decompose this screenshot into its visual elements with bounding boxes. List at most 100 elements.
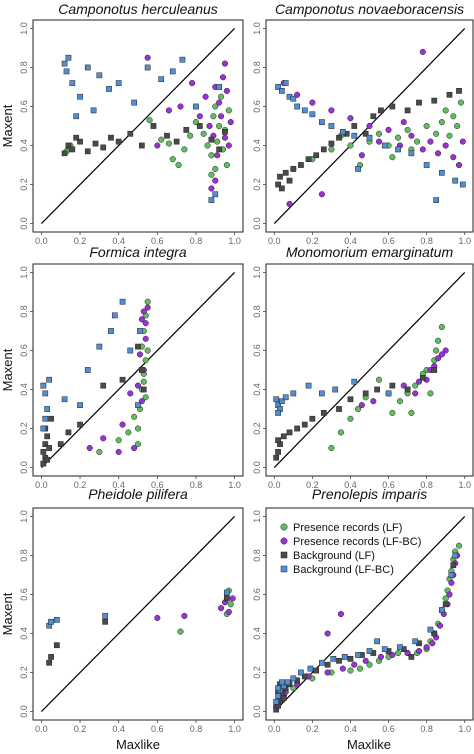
panel-title: Pheidole pilifera [88, 486, 188, 502]
data-point [366, 134, 373, 141]
data-point [202, 93, 209, 100]
data-point [319, 390, 325, 397]
data-point [455, 542, 463, 549]
data-point [385, 390, 392, 397]
data-point [275, 410, 281, 416]
data-point [290, 95, 297, 102]
data-point [61, 396, 68, 403]
data-point [224, 589, 230, 596]
data-point [389, 103, 396, 110]
data-point [135, 402, 141, 408]
y-tick-label: 0.4 [252, 627, 262, 640]
y-tick-label: 0.4 [252, 383, 262, 396]
data-point [362, 390, 369, 397]
panel-2: Camponotus novaeboracensis 0.0 0.0 0.2 0.2 0.… [252, 1, 474, 246]
data-point [442, 601, 449, 608]
data-point [280, 695, 287, 701]
data-point [139, 142, 145, 149]
data-point [111, 312, 118, 319]
data-point [275, 181, 281, 188]
data-point [90, 107, 97, 114]
data-point [307, 665, 314, 672]
data-point [208, 136, 215, 143]
data-point [301, 107, 308, 114]
x-tick-label: 0.0 [35, 480, 48, 490]
data-point [319, 659, 325, 666]
data-point [214, 152, 221, 159]
panel-4: Monomorium emarginatum 0.0 0.0 0.2 0.2 0.4 0.4… [252, 244, 474, 490]
data-point [442, 142, 449, 149]
data-point [134, 441, 142, 448]
y-tick-label: 0.8 [19, 305, 29, 318]
data-point [309, 99, 316, 106]
data-point [142, 394, 149, 401]
data-point [427, 626, 434, 633]
data-point [414, 138, 421, 145]
data-point [65, 142, 72, 149]
data-point [457, 99, 464, 106]
data-point [301, 673, 308, 680]
data-point [48, 654, 54, 660]
x-tick-label: 0.2 [306, 724, 319, 734]
plot-frame [32, 263, 244, 477]
data-point [347, 142, 354, 149]
data-point [73, 113, 80, 120]
data-point [452, 177, 459, 184]
data-point [223, 87, 230, 94]
y-tick-label: 0.8 [252, 549, 262, 562]
y-tick-label: 0.2 [252, 178, 262, 191]
data-point [196, 113, 203, 120]
data-point [298, 669, 304, 676]
data-point [389, 382, 396, 389]
data-point [436, 622, 444, 629]
data-point [225, 142, 232, 149]
panel-title: Camponotus novaeboracensis [275, 1, 464, 17]
data-point [84, 64, 91, 71]
reference-line [40, 28, 236, 224]
y-tick-label: 0.0 [19, 217, 29, 230]
y-tick-label: 0.8 [19, 549, 29, 562]
data-point [273, 396, 280, 403]
data-point [218, 93, 225, 100]
data-point [275, 84, 281, 90]
data-point [96, 72, 103, 79]
data-point [86, 444, 93, 452]
data-point [442, 107, 449, 114]
data-point [412, 390, 419, 397]
x-tick-label: 0.4 [344, 724, 357, 734]
data-point [48, 415, 54, 422]
x-tick-label: 0.2 [74, 480, 87, 490]
data-point [119, 376, 126, 383]
data-point [131, 444, 138, 452]
y-tick-label: 1.0 [252, 510, 262, 523]
data-point [219, 74, 227, 81]
data-point [144, 298, 151, 305]
data-point [337, 429, 344, 436]
data-point [183, 127, 190, 133]
data-point [286, 429, 293, 436]
legend-label: Presence records (LF) [293, 522, 402, 534]
data-point [102, 618, 109, 625]
data-point [227, 601, 234, 608]
data-point [313, 152, 320, 159]
data-point [431, 630, 438, 637]
plot-frame [32, 507, 244, 721]
data-point [454, 122, 461, 130]
data-point [115, 138, 122, 145]
data-point [216, 122, 223, 130]
data-point [42, 415, 49, 422]
data-point [154, 614, 161, 621]
data-point [137, 328, 143, 334]
data-point [366, 661, 373, 668]
data-point [282, 169, 289, 176]
data-point [389, 409, 396, 416]
y-tick-label: 0.2 [19, 666, 29, 679]
x-tick-label: 0.2 [74, 236, 87, 246]
data-point [119, 298, 126, 305]
data-point [69, 146, 76, 153]
x-tick-label: 0.2 [306, 480, 319, 490]
y-tick-label: 0.6 [252, 588, 262, 601]
data-point [320, 146, 327, 153]
y-tick-label: 0.4 [19, 627, 29, 640]
